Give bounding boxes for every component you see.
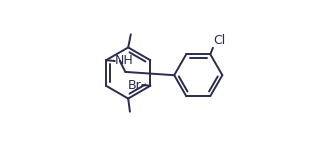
- Text: NH: NH: [115, 54, 134, 67]
- Text: Cl: Cl: [213, 34, 226, 47]
- Text: Br: Br: [128, 79, 142, 92]
